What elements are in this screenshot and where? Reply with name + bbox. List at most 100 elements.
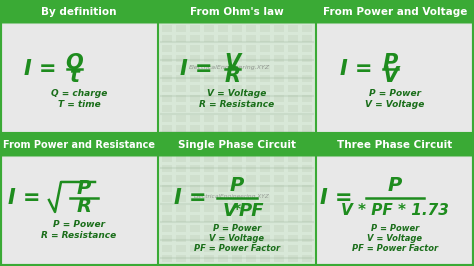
Bar: [246, 85, 256, 92]
Bar: [162, 145, 172, 152]
Bar: [260, 55, 270, 62]
Bar: [288, 215, 298, 222]
Bar: [274, 65, 284, 72]
Bar: [190, 105, 200, 112]
Bar: [260, 165, 270, 172]
Bar: [218, 235, 228, 242]
Text: From Power and Resistance: From Power and Resistance: [3, 140, 155, 150]
Bar: [190, 45, 200, 52]
Bar: [302, 25, 312, 32]
Bar: [232, 45, 242, 52]
Bar: [232, 205, 242, 212]
Bar: [162, 25, 172, 32]
Bar: [288, 185, 298, 192]
Bar: [162, 105, 172, 112]
Bar: [176, 195, 186, 202]
Bar: [302, 205, 312, 212]
Bar: [204, 135, 214, 142]
Bar: [218, 135, 228, 142]
Text: From Power and Voltage: From Power and Voltage: [323, 7, 467, 17]
Bar: [246, 125, 256, 132]
Text: P = Power: P = Power: [369, 89, 421, 98]
Bar: [176, 25, 186, 32]
Bar: [246, 245, 256, 252]
Bar: [232, 215, 242, 222]
Bar: [176, 235, 186, 242]
Bar: [232, 85, 242, 92]
Bar: [218, 105, 228, 112]
Bar: [218, 125, 228, 132]
Bar: [218, 65, 228, 72]
Bar: [246, 135, 256, 142]
Bar: [204, 85, 214, 92]
Bar: [158, 133, 316, 156]
Bar: [232, 105, 242, 112]
Bar: [176, 165, 186, 172]
Bar: [204, 145, 214, 152]
Bar: [162, 185, 172, 192]
Bar: [218, 145, 228, 152]
Bar: [302, 135, 312, 142]
Bar: [190, 165, 200, 172]
Bar: [246, 145, 256, 152]
Bar: [232, 235, 242, 242]
Bar: [204, 115, 214, 122]
Bar: [162, 125, 172, 132]
Bar: [274, 155, 284, 162]
Bar: [190, 135, 200, 142]
Text: P: P: [388, 176, 402, 196]
Bar: [274, 255, 284, 262]
Bar: [176, 35, 186, 42]
Bar: [190, 255, 200, 262]
Bar: [232, 135, 242, 142]
Bar: [162, 205, 172, 212]
Bar: [232, 155, 242, 162]
Text: V: V: [383, 66, 399, 86]
Bar: [162, 65, 172, 72]
Bar: [246, 45, 256, 52]
Bar: [274, 75, 284, 82]
Bar: [302, 245, 312, 252]
Text: I =: I =: [25, 59, 57, 79]
Bar: [260, 255, 270, 262]
Bar: [274, 55, 284, 62]
Bar: [260, 155, 270, 162]
Bar: [162, 45, 172, 52]
Bar: [232, 125, 242, 132]
Bar: [288, 125, 298, 132]
Text: P = Power: P = Power: [213, 224, 261, 233]
Bar: [190, 95, 200, 102]
Bar: [302, 125, 312, 132]
Bar: [162, 225, 172, 232]
Bar: [246, 25, 256, 32]
Bar: [162, 165, 172, 172]
Bar: [302, 225, 312, 232]
Text: V: V: [224, 53, 241, 73]
Bar: [232, 175, 242, 182]
Bar: [0, 0, 158, 23]
Bar: [288, 75, 298, 82]
Bar: [288, 245, 298, 252]
Bar: [176, 85, 186, 92]
Bar: [218, 205, 228, 212]
Bar: [274, 95, 284, 102]
Bar: [232, 225, 242, 232]
Bar: [260, 235, 270, 242]
Bar: [204, 245, 214, 252]
Bar: [288, 55, 298, 62]
Bar: [288, 25, 298, 32]
Bar: [260, 205, 270, 212]
Bar: [204, 125, 214, 132]
Bar: [218, 155, 228, 162]
Text: V: V: [223, 202, 237, 220]
Bar: [218, 185, 228, 192]
Bar: [218, 165, 228, 172]
Text: Q = charge: Q = charge: [51, 89, 107, 98]
Text: P: P: [230, 176, 244, 196]
Text: ElectricalEngineering.XYZ: ElectricalEngineering.XYZ: [189, 65, 270, 70]
Bar: [218, 255, 228, 262]
Bar: [232, 115, 242, 122]
Bar: [176, 115, 186, 122]
Bar: [246, 195, 256, 202]
Bar: [162, 195, 172, 202]
